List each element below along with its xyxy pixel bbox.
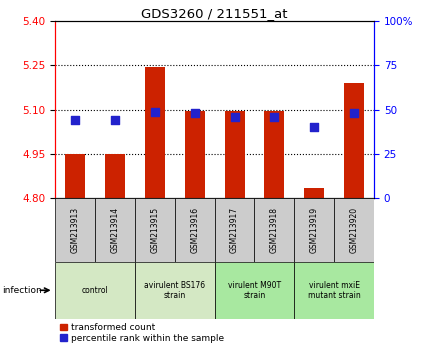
Bar: [175, 198, 215, 262]
Bar: [65, 154, 85, 198]
Bar: [344, 83, 364, 198]
Bar: [105, 154, 125, 198]
Text: GSM213914: GSM213914: [110, 207, 119, 253]
Text: GSM213916: GSM213916: [190, 207, 199, 253]
Bar: [145, 67, 165, 198]
Title: GDS3260 / 211551_at: GDS3260 / 211551_at: [142, 7, 288, 20]
Bar: [185, 111, 205, 198]
Text: GSM213913: GSM213913: [71, 207, 79, 253]
Bar: [224, 111, 244, 198]
Point: [311, 125, 317, 130]
Bar: [334, 198, 374, 262]
Bar: [255, 198, 294, 262]
Point: [351, 110, 357, 116]
Point: [112, 118, 119, 123]
Bar: [95, 198, 135, 262]
Bar: [304, 188, 324, 198]
Bar: [135, 262, 215, 319]
Text: virulent M90T
strain: virulent M90T strain: [228, 281, 281, 300]
Bar: [135, 198, 175, 262]
Point: [72, 118, 79, 123]
Point: [151, 109, 158, 114]
Text: control: control: [82, 286, 108, 295]
Text: GSM213915: GSM213915: [150, 207, 159, 253]
Point: [191, 110, 198, 116]
Text: infection: infection: [2, 286, 42, 295]
Bar: [294, 198, 334, 262]
Point: [231, 114, 238, 120]
Bar: [215, 198, 255, 262]
Bar: [264, 111, 284, 198]
Text: GSM213919: GSM213919: [310, 207, 319, 253]
Bar: [215, 262, 294, 319]
Bar: [55, 262, 135, 319]
Text: avirulent BS176
strain: avirulent BS176 strain: [144, 281, 205, 300]
Point: [271, 114, 278, 120]
Bar: [55, 198, 95, 262]
Bar: [294, 262, 374, 319]
Legend: transformed count, percentile rank within the sample: transformed count, percentile rank withi…: [60, 323, 224, 343]
Text: GSM213917: GSM213917: [230, 207, 239, 253]
Text: virulent mxiE
mutant strain: virulent mxiE mutant strain: [308, 281, 360, 300]
Text: GSM213920: GSM213920: [350, 207, 359, 253]
Text: GSM213918: GSM213918: [270, 207, 279, 253]
